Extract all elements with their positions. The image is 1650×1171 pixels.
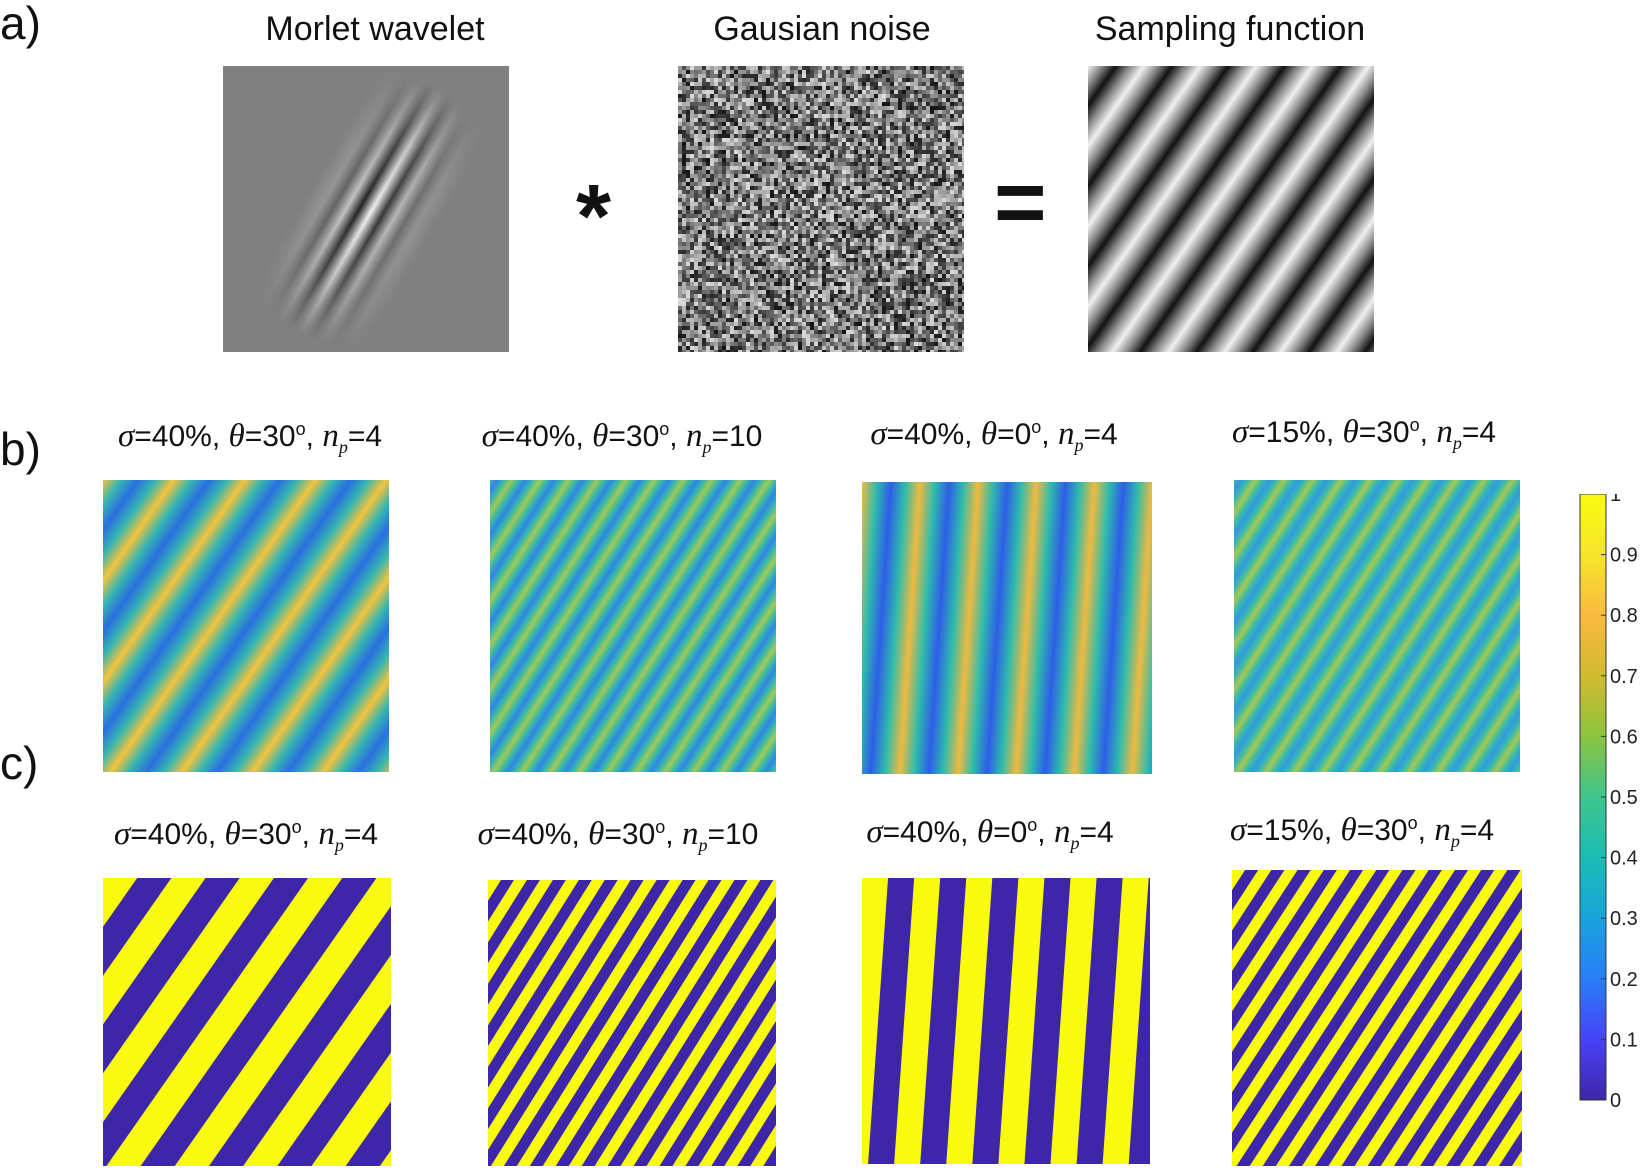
panel-b-params-3: σ=40%, θ=0o, np=4 bbox=[870, 416, 1118, 455]
morlet-title: Morlet wavelet bbox=[265, 10, 485, 48]
noise-title: Gausian noise bbox=[713, 10, 931, 48]
panel-c-params-1: σ=40%, θ=30o, np=4 bbox=[113, 816, 379, 855]
colorbar-tick-label: 0.1 bbox=[1610, 1029, 1638, 1051]
colorbar-tick-label: 0.7 bbox=[1610, 666, 1638, 688]
panel-c-params-4: σ=15%, θ=30o, np=4 bbox=[1229, 812, 1495, 851]
panel-b-params-1: σ=40%, θ=30o, np=4 bbox=[117, 418, 383, 457]
colorbar: 0 0.1 0.2 0.3 0.4 0.5 0.6 0.7 0.8 0.9 1 bbox=[1579, 494, 1638, 1112]
colorbar-tick-label: 0.6 bbox=[1610, 726, 1638, 748]
panel-c-pattern-3 bbox=[862, 878, 1150, 1164]
panel-a-label: a) bbox=[0, 0, 41, 49]
panel-b-field-3 bbox=[862, 482, 1152, 774]
panel-b-params-4: σ=15%, θ=30o, np=4 bbox=[1231, 414, 1497, 453]
panel-b-field-4 bbox=[1234, 480, 1520, 772]
colorbar-tick-label: 1 bbox=[1610, 494, 1621, 506]
panel-c-pattern-1 bbox=[103, 878, 391, 1166]
panel-c-pattern-2 bbox=[488, 880, 776, 1166]
convolve-operator: * bbox=[576, 167, 612, 267]
panel-c-label: c) bbox=[0, 737, 39, 789]
colorbar-tick-label: 0.3 bbox=[1610, 908, 1638, 930]
colorbar-tick-label: 0.4 bbox=[1610, 848, 1638, 870]
colorbar-tick-label: 0.5 bbox=[1610, 787, 1638, 809]
panel-b-field-1 bbox=[103, 480, 389, 772]
gaussian-noise-image bbox=[678, 66, 964, 352]
panel-b-label: b) bbox=[0, 423, 41, 475]
colorbar-tick-label: 0 bbox=[1610, 1090, 1621, 1112]
morlet-wavelet-image bbox=[223, 66, 509, 352]
colorbar-tick-label: 0.8 bbox=[1610, 605, 1638, 627]
colorbar-tick-label: 0.9 bbox=[1610, 545, 1638, 567]
sampling-function-image bbox=[1088, 66, 1374, 352]
panel-c-params-2: σ=40%, θ=30o, np=10 bbox=[477, 816, 759, 855]
panel-b-field-2 bbox=[490, 480, 776, 772]
panel-b-params-2: σ=40%, θ=30o, np=10 bbox=[481, 418, 763, 457]
panel-c-params-3: σ=40%, θ=0o, np=4 bbox=[866, 814, 1114, 853]
sampling-title: Sampling function bbox=[1094, 10, 1366, 48]
equals-operator: = bbox=[994, 153, 1047, 253]
panel-c-pattern-4 bbox=[1232, 870, 1522, 1166]
colorbar-tick-label: 0.2 bbox=[1610, 969, 1638, 991]
